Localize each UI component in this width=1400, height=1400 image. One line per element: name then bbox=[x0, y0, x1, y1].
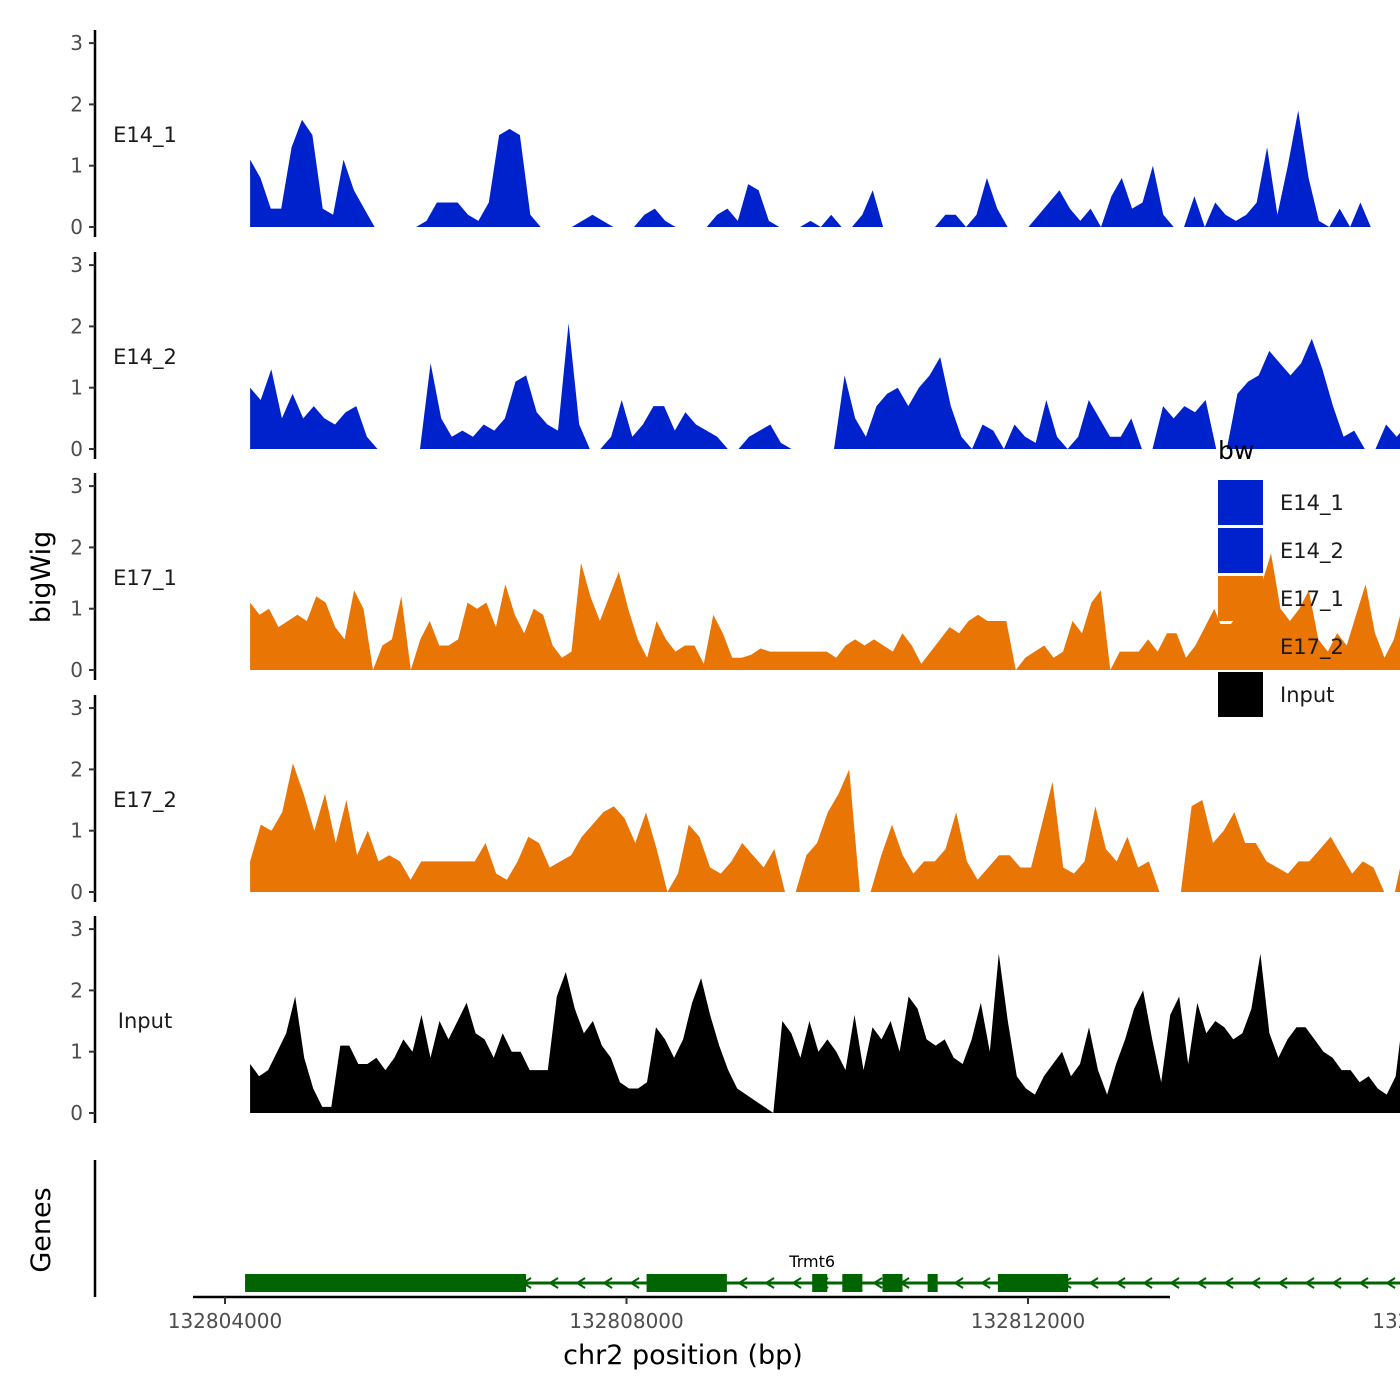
track-E17_2: 0 1 2 3 E17_2 bbox=[70, 695, 1400, 904]
strand-arrow bbox=[575, 1277, 586, 1289]
strand-arrow bbox=[1142, 1277, 1153, 1289]
exon-block bbox=[812, 1274, 828, 1292]
legend-swatch-E14_1 bbox=[1218, 480, 1263, 525]
y-tick-label: 0 bbox=[70, 1101, 83, 1125]
y-tick-label: 0 bbox=[70, 437, 83, 461]
strand-arrow bbox=[764, 1277, 775, 1289]
track-label: E17_1 bbox=[113, 566, 177, 591]
signal-tracks: 0 1 2 3 E14_1 0 1 2 3 E14_2 0 1 2 3 E17_1 0 1 2 3 E17_2 0 1 2 3… bbox=[70, 30, 1400, 1125]
y-tick-label: 2 bbox=[70, 978, 83, 1002]
y-tick-label: 0 bbox=[70, 880, 83, 904]
strand-arrow bbox=[1196, 1277, 1207, 1289]
x-axis-title: chr2 position (bp) bbox=[563, 1340, 803, 1371]
y-tick-label: 1 bbox=[70, 819, 83, 843]
strand-arrow bbox=[1115, 1277, 1126, 1289]
y-axis-title: bigWig bbox=[26, 531, 57, 624]
track-label: Input bbox=[118, 1009, 172, 1033]
y-tick-label: 1 bbox=[70, 1040, 83, 1064]
y-tick-label: 3 bbox=[70, 917, 83, 941]
strand-arrow bbox=[1169, 1277, 1180, 1289]
legend-label: E17_2 bbox=[1280, 635, 1344, 660]
signal-area-E14_1 bbox=[250, 110, 1400, 227]
y-tick-label: 0 bbox=[70, 215, 83, 239]
y-tick-label: 3 bbox=[70, 474, 83, 498]
signal-area-E17_2 bbox=[250, 763, 1400, 892]
y-tick-label: 1 bbox=[70, 597, 83, 621]
y-tick-label: 2 bbox=[70, 757, 83, 781]
track-E17_1: 0 1 2 3 E17_1 bbox=[70, 473, 1400, 682]
strand-arrow bbox=[737, 1277, 748, 1289]
y-tick-label: 3 bbox=[70, 696, 83, 720]
legend: bw E14_1 E14_2 E17_1 E17_2 Input bbox=[1218, 436, 1344, 717]
x-tick-label: 132816000 bbox=[1372, 1309, 1400, 1333]
y-tick-label: 1 bbox=[70, 154, 83, 178]
exon-block bbox=[997, 1274, 1069, 1292]
legend-swatch-E14_2 bbox=[1218, 528, 1263, 573]
y-tick-label: 0 bbox=[70, 658, 83, 682]
strand-arrow bbox=[953, 1277, 964, 1289]
y-tick-label: 3 bbox=[70, 253, 83, 277]
strand-arrow bbox=[602, 1277, 613, 1289]
y-tick-label: 2 bbox=[70, 535, 83, 559]
track-Input: 0 1 2 3 Input bbox=[70, 916, 1400, 1125]
signal-area-E14_2 bbox=[250, 323, 1400, 449]
y-tick-label: 3 bbox=[70, 31, 83, 55]
legend-swatch-E17_2 bbox=[1218, 624, 1263, 669]
x-tick-label: 132808000 bbox=[569, 1309, 684, 1333]
strand-arrow bbox=[1331, 1277, 1342, 1289]
track-E14_1: 0 1 2 3 E14_1 bbox=[70, 30, 1400, 239]
gene-label: Trmt6 bbox=[788, 1252, 835, 1271]
genes-panel-title: Genes bbox=[26, 1187, 57, 1272]
y-tick-label: 2 bbox=[70, 314, 83, 338]
exon-block bbox=[245, 1274, 527, 1292]
strand-arrow bbox=[1385, 1277, 1396, 1289]
y-tick-label: 2 bbox=[70, 92, 83, 116]
strand-arrow bbox=[980, 1277, 991, 1289]
strand-arrow bbox=[1358, 1277, 1369, 1289]
strand-arrow bbox=[1223, 1277, 1234, 1289]
exon-block bbox=[927, 1274, 938, 1292]
strand-arrow bbox=[548, 1277, 559, 1289]
y-tick-label: 1 bbox=[70, 376, 83, 400]
strand-arrow bbox=[1088, 1277, 1099, 1289]
legend-title: bw bbox=[1218, 436, 1254, 465]
signal-area-Input bbox=[250, 953, 1400, 1113]
track-label: E14_1 bbox=[113, 123, 177, 148]
legend-label: Input bbox=[1280, 683, 1334, 707]
track-label: E17_2 bbox=[113, 788, 177, 813]
legend-label: E14_1 bbox=[1280, 491, 1344, 516]
gene-Trmt6: Trmt6 bbox=[245, 1252, 1400, 1292]
strand-arrow bbox=[791, 1277, 802, 1289]
track-label: E14_2 bbox=[113, 345, 177, 370]
signal-area-E17_1 bbox=[250, 553, 1400, 670]
exon-block bbox=[646, 1274, 727, 1292]
exon-block bbox=[882, 1274, 903, 1292]
legend-swatch-E17_1 bbox=[1218, 576, 1263, 621]
x-axis: 132804000 132808000 132812000 132816000 bbox=[168, 1295, 1400, 1333]
genes-panel: Trmt6Mcm8 bbox=[93, 1160, 1400, 1297]
x-tick-label: 132812000 bbox=[971, 1309, 1086, 1333]
strand-arrow bbox=[629, 1277, 640, 1289]
x-tick-label: 132804000 bbox=[168, 1309, 283, 1333]
strand-arrow bbox=[1304, 1277, 1315, 1289]
legend-swatch-Input bbox=[1218, 672, 1263, 717]
legend-label: E14_2 bbox=[1280, 539, 1344, 564]
strand-arrow bbox=[1277, 1277, 1288, 1289]
exon-block bbox=[842, 1274, 863, 1292]
strand-arrow bbox=[1250, 1277, 1261, 1289]
legend-label: E17_1 bbox=[1280, 587, 1344, 612]
strand-arrow bbox=[872, 1277, 883, 1289]
track-E14_2: 0 1 2 3 E14_2 bbox=[70, 252, 1400, 461]
